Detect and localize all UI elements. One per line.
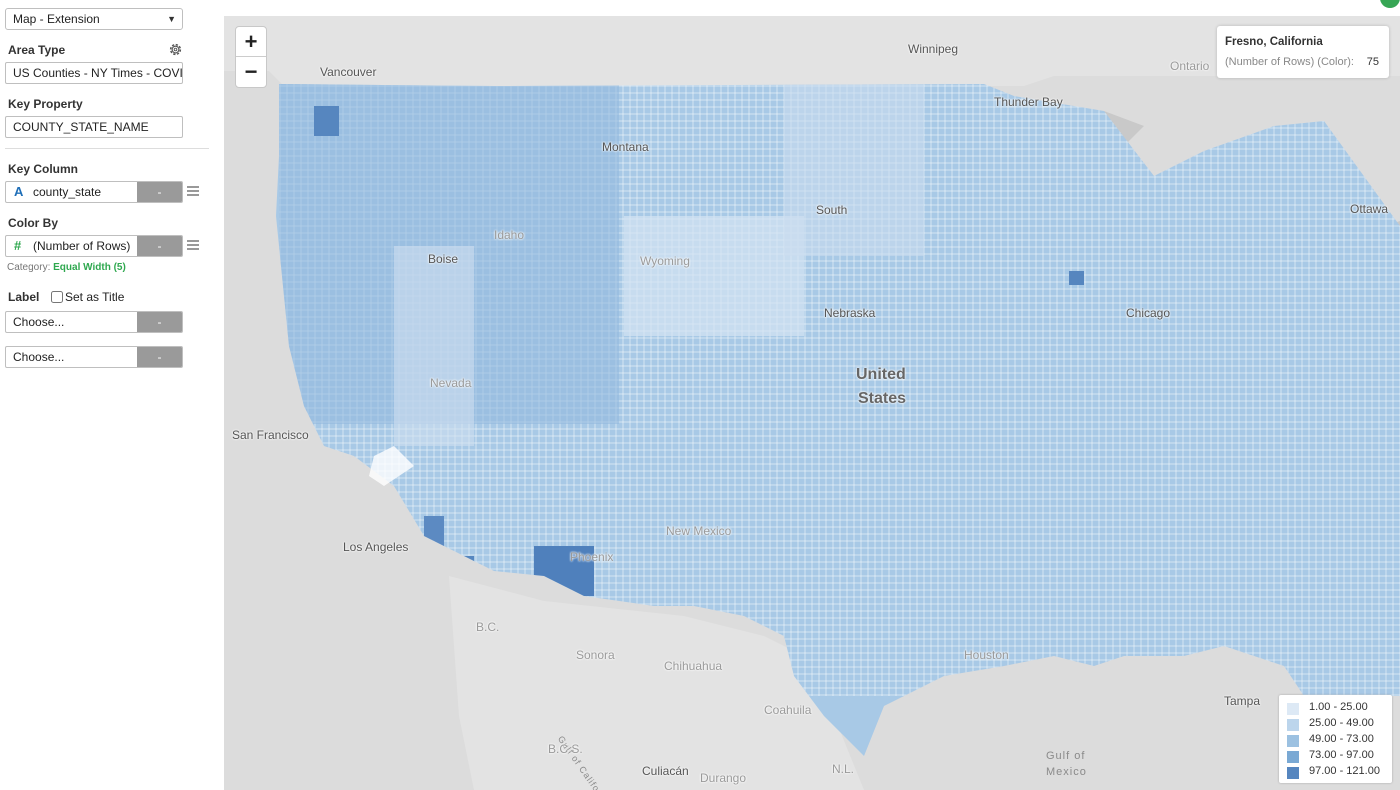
set-as-title-label: Set as Title: [65, 290, 125, 304]
place-idaho: Idaho: [494, 228, 525, 242]
tooltip-value: 75: [1366, 56, 1379, 68]
place-nl: N.L.: [832, 762, 855, 776]
place-ottawa: Ottawa: [1350, 202, 1389, 216]
key-column-value: county_state: [33, 185, 102, 199]
tooltip-key: (Number of Rows) (Color):: [1225, 56, 1354, 68]
legend-item: 25.00 - 49.00: [1287, 716, 1388, 732]
label-heading: Label: [8, 290, 40, 304]
place-sonora: Sonora: [576, 648, 615, 662]
zoom-out-button[interactable]: −: [244, 59, 258, 84]
place-houston: Houston: [964, 648, 1009, 662]
place-ontario: Ontario: [1170, 59, 1210, 73]
legend-range-label: 1.00 - 25.00: [1309, 701, 1368, 713]
place-vancouver: Vancouver: [320, 65, 377, 79]
color-by-value: (Number of Rows): [33, 239, 131, 253]
map-type-select[interactable]: Map - Extension ▼: [5, 8, 183, 30]
key-column-menu-icon[interactable]: [187, 186, 199, 198]
label-picker-1-value: Choose...: [13, 315, 65, 329]
place-chihuahua: Chihuahua: [664, 659, 723, 673]
legend-swatch: [1287, 719, 1299, 731]
place-gulf-of-mexico-1: Gulf of: [1046, 750, 1086, 762]
map-view[interactable]: Winnipeg Vancouver Ontario Thunder Bay M…: [224, 16, 1400, 790]
key-property-value: COUNTY_STATE_NAME: [13, 120, 149, 134]
key-column-picker[interactable]: A county_state -: [5, 181, 183, 203]
chevron-down-icon: ▼: [167, 14, 176, 24]
area-type-value: US Counties - NY Times - COVID: [13, 66, 183, 80]
category-link[interactable]: Equal Width (5): [53, 262, 126, 273]
category-label: Category:: [7, 262, 51, 273]
label-picker-2[interactable]: Choose... -: [5, 346, 183, 368]
place-thunder-bay: Thunder Bay: [994, 95, 1063, 109]
area-type-select[interactable]: US Counties - NY Times - COVID: [5, 62, 183, 84]
place-south: South: [816, 203, 848, 217]
place-coahuila: Coahuila: [764, 703, 812, 717]
legend-range-label: 73.00 - 97.00: [1309, 749, 1374, 761]
gear-icon[interactable]: [168, 42, 183, 57]
legend-swatch: [1287, 767, 1299, 779]
place-san-francisco: San Francisco: [232, 428, 309, 442]
legend-item: 73.00 - 97.00: [1287, 748, 1388, 764]
set-as-title-checkbox[interactable]: [51, 291, 63, 303]
color-by-picker[interactable]: # (Number of Rows) -: [5, 235, 183, 257]
place-phoenix: Phoenix: [570, 550, 614, 564]
key-property-input[interactable]: COUNTY_STATE_NAME: [5, 116, 183, 138]
color-by-label: Color By: [8, 216, 59, 230]
us-counties-choropleth[interactable]: [276, 76, 1400, 756]
color-by-remove-button[interactable]: -: [137, 236, 182, 256]
map-canvas[interactable]: [224, 16, 1400, 790]
zoom-in-button[interactable]: +: [236, 27, 266, 57]
place-los-angeles: Los Angeles: [343, 540, 409, 554]
tooltip-title: Fresno, California: [1225, 36, 1323, 48]
legend-swatch: [1287, 751, 1299, 763]
label-row: Label Set as Title: [8, 290, 124, 304]
status-indicator: [1380, 0, 1400, 8]
label-picker-2-remove-button[interactable]: -: [137, 347, 182, 367]
place-states: States: [858, 390, 907, 407]
place-culiacan: Culiacán: [642, 764, 689, 778]
legend-item: 97.00 - 121.00: [1287, 764, 1388, 780]
place-tampa: Tampa: [1224, 694, 1261, 708]
hover-tooltip: Fresno, California (Number of Rows) (Col…: [1217, 26, 1389, 78]
place-nevada: Nevada: [430, 376, 472, 390]
place-winnipeg: Winnipeg: [908, 42, 959, 56]
place-new-mexico: New Mexico: [666, 524, 732, 538]
legend-swatch: [1287, 735, 1299, 747]
color-by-menu-icon[interactable]: [187, 240, 199, 252]
legend-item: 1.00 - 25.00: [1287, 700, 1388, 716]
place-gulf-of-mexico-2: Mexico: [1046, 766, 1087, 778]
place-wyoming: Wyoming: [640, 254, 690, 268]
place-united: United: [856, 366, 906, 383]
settings-panel: Map - Extension ▼ Area Type US Counties …: [0, 0, 224, 790]
place-chicago: Chicago: [1126, 306, 1171, 320]
place-durango: Durango: [700, 771, 747, 785]
map-type-value: Map - Extension: [13, 12, 100, 26]
legend-range-label: 97.00 - 121.00: [1309, 765, 1380, 777]
label-picker-1[interactable]: Choose... -: [5, 311, 183, 333]
number-type-icon: #: [14, 238, 22, 253]
zoom-control: + −: [235, 26, 267, 88]
color-legend: 1.00 - 25.00 25.00 - 49.00 49.00 - 73.00 73…: [1279, 695, 1392, 783]
label-picker-1-remove-button[interactable]: -: [137, 312, 182, 332]
mexico-landmass: [449, 576, 864, 790]
place-montana: Montana: [602, 140, 649, 154]
place-bcs: B.C.S.: [548, 742, 583, 756]
category-note: Category: Equal Width (5): [7, 262, 126, 273]
legend-item: 49.00 - 73.00: [1287, 732, 1388, 748]
key-column-label: Key Column: [8, 162, 79, 176]
legend-range-label: 25.00 - 49.00: [1309, 717, 1374, 729]
area-type-label: Area Type: [8, 43, 66, 57]
key-column-remove-button[interactable]: -: [137, 182, 182, 202]
text-type-icon: A: [14, 184, 24, 199]
place-nebraska: Nebraska: [824, 306, 876, 320]
legend-range-label: 49.00 - 73.00: [1309, 733, 1374, 745]
label-picker-2-value: Choose...: [13, 350, 65, 364]
section-divider: [5, 148, 209, 149]
canada-landmass: [224, 16, 1400, 86]
place-boise: Boise: [428, 252, 459, 266]
key-property-label: Key Property: [8, 97, 83, 111]
legend-swatch: [1287, 703, 1299, 715]
place-bc: B.C.: [476, 620, 500, 634]
